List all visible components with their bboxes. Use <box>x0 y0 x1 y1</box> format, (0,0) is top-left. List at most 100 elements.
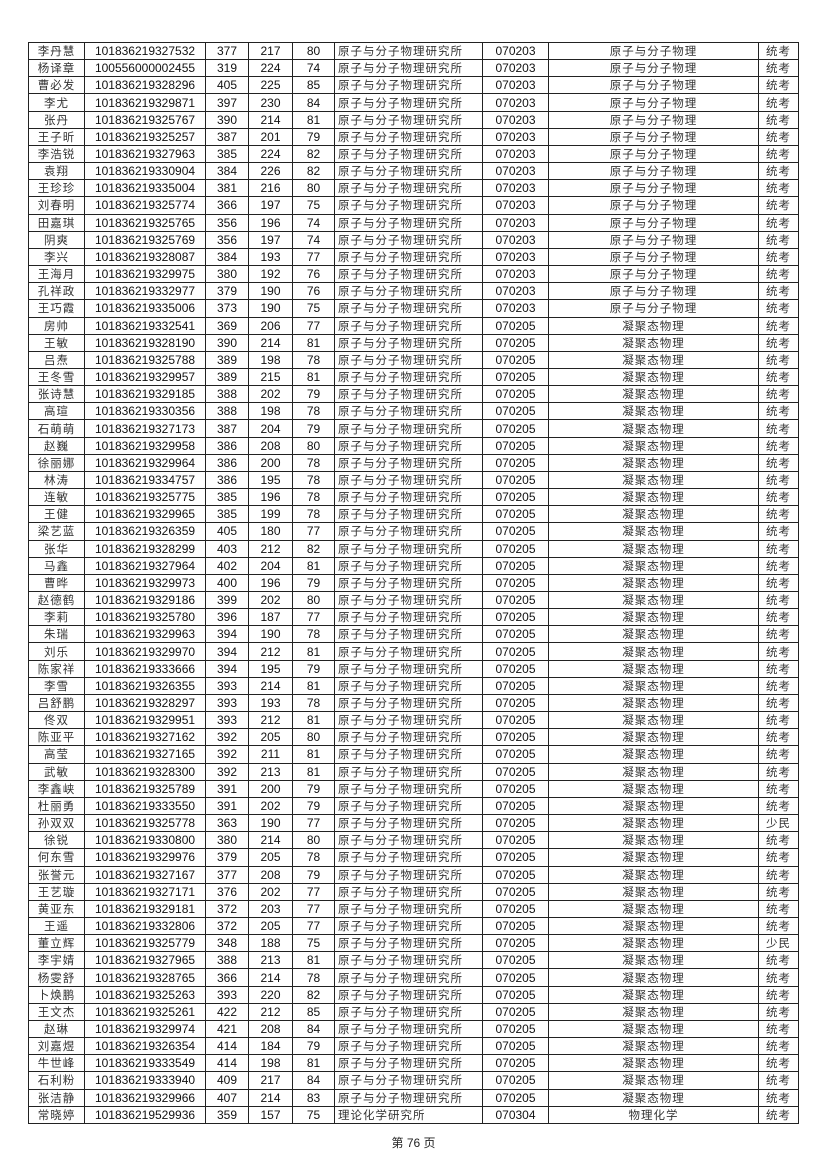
cell-score: 82 <box>292 162 335 181</box>
cell-subtotal: 230 <box>248 93 293 112</box>
cell-name: 赵巍 <box>28 436 85 455</box>
cell-institute: 原子与分子物理研究所 <box>334 110 483 129</box>
cell-type: 统考 <box>758 41 799 61</box>
cell-type: 统考 <box>758 213 799 232</box>
cell-total: 391 <box>205 779 249 798</box>
cell-major: 原子与分子物理 <box>548 41 759 61</box>
cell-major-code: 070203 <box>482 93 549 112</box>
cell-major: 凝聚态物理 <box>548 831 759 850</box>
cell-total: 356 <box>205 213 249 232</box>
cell-exam-id: 101836219326355 <box>84 676 206 695</box>
cell-name: 黄亚东 <box>28 899 85 918</box>
cell-score: 77 <box>292 916 335 936</box>
cell-total: 386 <box>205 436 249 455</box>
cell-subtotal: 214 <box>248 333 293 352</box>
table-row: 李宇婧 101836219327965 388 213 81 原子与分子物理研究所 0702… <box>28 951 799 970</box>
cell-score: 78 <box>292 693 335 713</box>
cell-name: 房帅 <box>28 316 85 335</box>
cell-subtotal: 157 <box>248 1105 293 1124</box>
cell-major: 凝聚态物理 <box>548 1037 759 1056</box>
table-row: 李浩锐 101836219327963 385 224 82 原子与分子物理研究所 0702… <box>28 144 799 164</box>
cell-name: 孔祥政 <box>28 282 85 301</box>
cell-score: 74 <box>292 230 335 249</box>
cell-major-code: 070205 <box>482 522 549 541</box>
table-row: 常晓婷 101836219529936 359 157 75 理论化学研究所 070304 物… <box>28 1105 799 1124</box>
cell-name: 陈亚平 <box>28 728 85 747</box>
cell-subtotal: 205 <box>248 848 293 867</box>
cell-name: 刘乐 <box>28 642 85 661</box>
cell-subtotal: 214 <box>248 676 293 695</box>
cell-major-code: 070205 <box>482 796 549 816</box>
cell-major: 凝聚态物理 <box>548 899 759 918</box>
cell-total: 393 <box>205 985 249 1004</box>
table-row: 李鑫峡 101836219325789 391 200 79 原子与分子物理研究所 0702… <box>28 779 799 798</box>
cell-subtotal: 205 <box>248 916 293 936</box>
cell-score: 74 <box>292 59 335 78</box>
cell-institute: 原子与分子物理研究所 <box>334 745 483 764</box>
cell-major: 凝聚态物理 <box>548 1054 759 1073</box>
cell-score: 81 <box>292 676 335 695</box>
cell-institute: 原子与分子物理研究所 <box>334 865 483 884</box>
cell-major: 凝聚态物理 <box>548 642 759 661</box>
cell-name: 张华 <box>28 539 85 558</box>
cell-institute: 原子与分子物理研究所 <box>334 676 483 695</box>
cell-subtotal: 193 <box>248 247 293 267</box>
cell-major-code: 070205 <box>482 367 549 387</box>
cell-institute: 原子与分子物理研究所 <box>334 436 483 455</box>
cell-major: 原子与分子物理 <box>548 162 759 181</box>
table-row: 孙双双 101836219325778 363 190 77 原子与分子物理研究所 0702… <box>28 814 799 833</box>
cell-score: 81 <box>292 951 335 970</box>
cell-type: 统考 <box>758 728 799 747</box>
cell-total: 393 <box>205 711 249 730</box>
cell-score: 80 <box>292 41 335 61</box>
cell-exam-id: 101836219327171 <box>84 882 206 901</box>
cell-type: 统考 <box>758 282 799 301</box>
cell-exam-id: 101836219326354 <box>84 1037 206 1056</box>
cell-institute: 原子与分子物理研究所 <box>334 144 483 164</box>
cell-total: 387 <box>205 419 249 438</box>
cell-major-code: 070203 <box>482 230 549 249</box>
cell-exam-id: 101836219329957 <box>84 367 206 387</box>
cell-subtotal: 202 <box>248 385 293 404</box>
cell-total: 379 <box>205 848 249 867</box>
cell-major-code: 070205 <box>482 659 549 678</box>
cell-institute: 原子与分子物理研究所 <box>334 934 483 953</box>
cell-name: 石利粉 <box>28 1071 85 1090</box>
cell-exam-id: 101836219327162 <box>84 728 206 747</box>
cell-score: 81 <box>292 745 335 764</box>
cell-major: 凝聚态物理 <box>548 453 759 472</box>
table-row: 孔祥政 101836219332977 379 190 76 原子与分子物理研究所 0702… <box>28 282 799 301</box>
cell-type: 统考 <box>758 470 799 490</box>
cell-score: 78 <box>292 488 335 507</box>
cell-major-code: 070205 <box>482 745 549 764</box>
cell-name: 石萌萌 <box>28 419 85 438</box>
cell-name: 杜丽勇 <box>28 796 85 816</box>
cell-exam-id: 101836219325263 <box>84 985 206 1004</box>
cell-major: 凝聚态物理 <box>548 1071 759 1090</box>
cell-institute: 原子与分子物理研究所 <box>334 41 483 61</box>
cell-score: 81 <box>292 711 335 730</box>
cell-type: 统考 <box>758 247 799 267</box>
cell-name: 徐锐 <box>28 831 85 850</box>
table-row: 佟双 101836219329951 393 212 81 原子与分子物理研究所 07020… <box>28 711 799 730</box>
cell-name: 朱瑞 <box>28 625 85 644</box>
cell-major-code: 070205 <box>482 1054 549 1073</box>
cell-name: 常晓婷 <box>28 1105 85 1124</box>
cell-major-code: 070205 <box>482 814 549 833</box>
cell-type: 统考 <box>758 676 799 695</box>
cell-major-code: 070203 <box>482 59 549 78</box>
cell-score: 81 <box>292 333 335 352</box>
cell-institute: 原子与分子物理研究所 <box>334 1019 483 1039</box>
cell-exam-id: 101836219325261 <box>84 1002 206 1021</box>
cell-total: 387 <box>205 127 249 146</box>
cell-name: 王遥 <box>28 916 85 936</box>
cell-type: 统考 <box>758 350 799 369</box>
cell-exam-id: 101836219333550 <box>84 796 206 816</box>
cell-name: 高莹 <box>28 745 85 764</box>
cell-major: 凝聚态物理 <box>548 659 759 678</box>
cell-score: 79 <box>292 865 335 884</box>
cell-total: 380 <box>205 265 249 284</box>
cell-name: 李莉 <box>28 608 85 627</box>
cell-total: 385 <box>205 144 249 164</box>
cell-exam-id: 101836219329973 <box>84 573 206 593</box>
